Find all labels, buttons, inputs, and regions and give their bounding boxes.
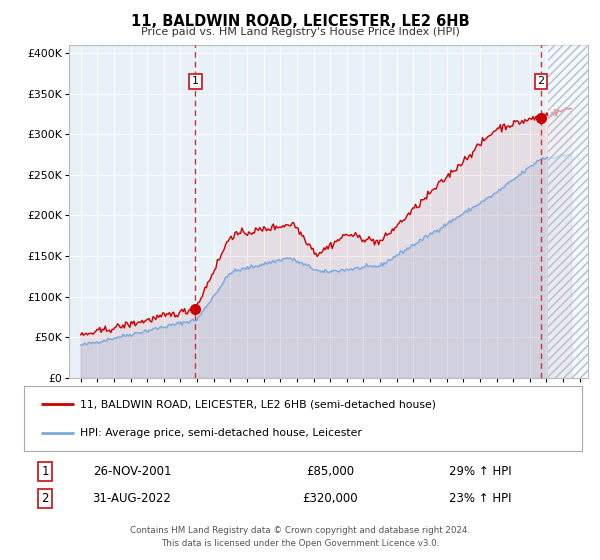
- Text: 31-AUG-2022: 31-AUG-2022: [92, 492, 172, 505]
- Text: This data is licensed under the Open Government Licence v3.0.: This data is licensed under the Open Gov…: [161, 539, 439, 548]
- Text: HPI: Average price, semi-detached house, Leicester: HPI: Average price, semi-detached house,…: [80, 428, 362, 438]
- Text: Price paid vs. HM Land Registry's House Price Index (HPI): Price paid vs. HM Land Registry's House …: [140, 27, 460, 37]
- Text: 11, BALDWIN ROAD, LEICESTER, LE2 6HB: 11, BALDWIN ROAD, LEICESTER, LE2 6HB: [131, 14, 469, 29]
- Text: £85,000: £85,000: [306, 465, 354, 478]
- Text: 1: 1: [41, 465, 49, 478]
- Text: 26-NOV-2001: 26-NOV-2001: [93, 465, 171, 478]
- Text: 2: 2: [538, 76, 544, 86]
- Text: 23% ↑ HPI: 23% ↑ HPI: [449, 492, 511, 505]
- Text: 11, BALDWIN ROAD, LEICESTER, LE2 6HB (semi-detached house): 11, BALDWIN ROAD, LEICESTER, LE2 6HB (se…: [80, 399, 436, 409]
- Text: 1: 1: [192, 76, 199, 86]
- Text: 29% ↑ HPI: 29% ↑ HPI: [449, 465, 511, 478]
- Text: £320,000: £320,000: [302, 492, 358, 505]
- Text: Contains HM Land Registry data © Crown copyright and database right 2024.: Contains HM Land Registry data © Crown c…: [130, 526, 470, 535]
- Text: 2: 2: [41, 492, 49, 505]
